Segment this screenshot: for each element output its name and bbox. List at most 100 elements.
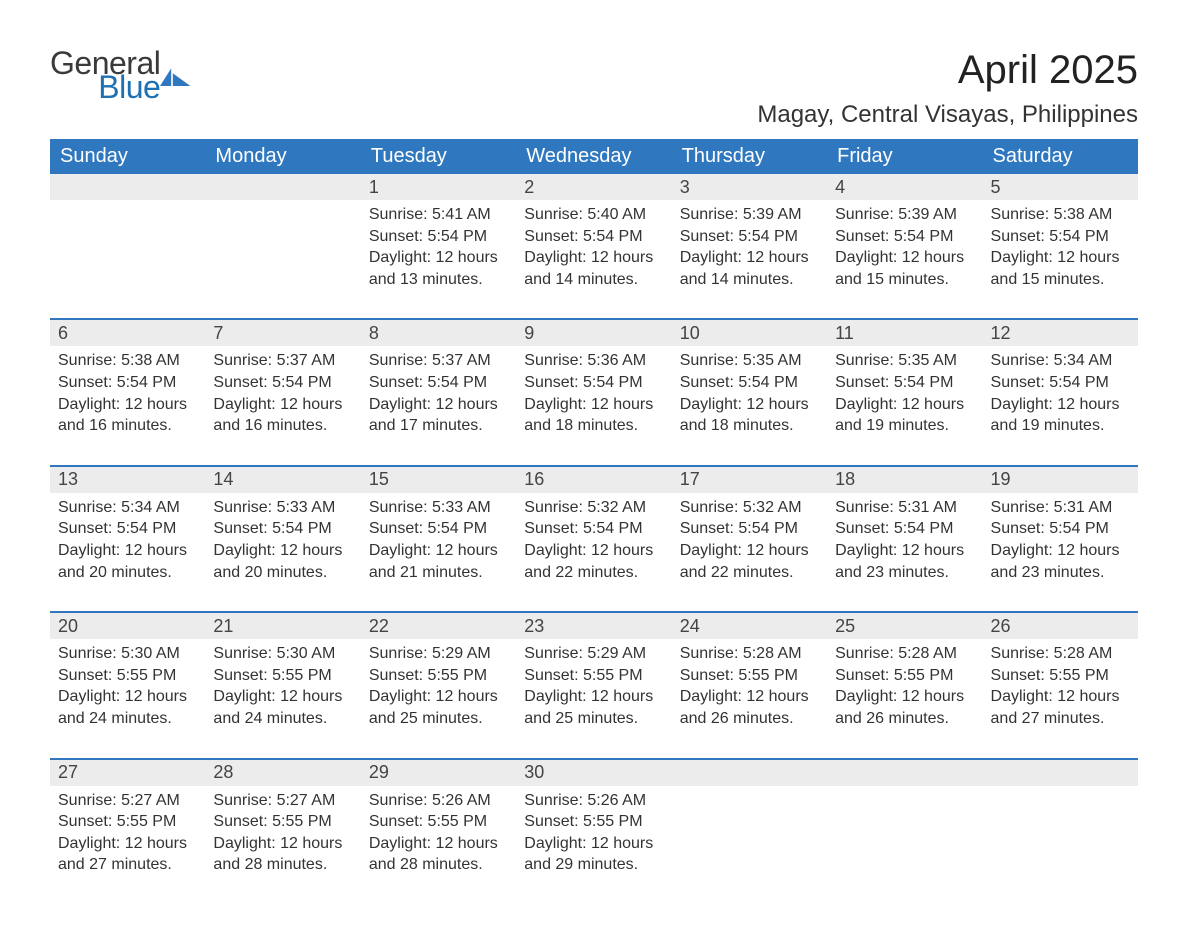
day-content-cell: Sunrise: 5:38 AMSunset: 5:54 PMDaylight:… xyxy=(983,200,1138,319)
day-number-cell: 7 xyxy=(205,320,360,346)
day-number-cell: 25 xyxy=(827,613,982,639)
sunset-text: Sunset: 5:54 PM xyxy=(991,372,1130,394)
daylight-text: and 26 minutes. xyxy=(680,708,819,730)
sunset-text: Sunset: 5:54 PM xyxy=(369,372,508,394)
sunset-text: Sunset: 5:54 PM xyxy=(369,518,508,540)
daylight-text: and 21 minutes. xyxy=(369,562,508,584)
sunset-text: Sunset: 5:54 PM xyxy=(369,226,508,248)
sunset-text: Sunset: 5:55 PM xyxy=(369,811,508,833)
daylight-text: and 14 minutes. xyxy=(524,269,663,291)
day-content-cell: Sunrise: 5:36 AMSunset: 5:54 PMDaylight:… xyxy=(516,346,671,465)
sunset-text: Sunset: 5:55 PM xyxy=(835,665,974,687)
day-number-cell: 22 xyxy=(361,613,516,639)
day-content-cell: Sunrise: 5:29 AMSunset: 5:55 PMDaylight:… xyxy=(516,639,671,758)
sunrise-text: Sunrise: 5:26 AM xyxy=(369,790,508,812)
day-content-cell: Sunrise: 5:26 AMSunset: 5:55 PMDaylight:… xyxy=(516,786,671,904)
weekday-header-row: Sunday Monday Tuesday Wednesday Thursday… xyxy=(50,139,1138,174)
sunrise-text: Sunrise: 5:27 AM xyxy=(58,790,197,812)
day-number-cell: 30 xyxy=(516,760,671,786)
day-number-row: 13141516171819 xyxy=(50,467,1138,493)
sunrise-text: Sunrise: 5:30 AM xyxy=(213,643,352,665)
day-number-cell xyxy=(205,174,360,200)
day-content-cell: Sunrise: 5:28 AMSunset: 5:55 PMDaylight:… xyxy=(827,639,982,758)
weekday-header: Tuesday xyxy=(361,139,516,174)
sunset-text: Sunset: 5:54 PM xyxy=(680,518,819,540)
day-number-cell: 13 xyxy=(50,467,205,493)
location-subtitle: Magay, Central Visayas, Philippines xyxy=(757,101,1138,129)
daylight-text: and 18 minutes. xyxy=(680,415,819,437)
daylight-text: Daylight: 12 hours xyxy=(58,394,197,416)
sunset-text: Sunset: 5:55 PM xyxy=(369,665,508,687)
weekday-header: Friday xyxy=(827,139,982,174)
daylight-text: Daylight: 12 hours xyxy=(369,686,508,708)
sunrise-text: Sunrise: 5:38 AM xyxy=(58,350,197,372)
daylight-text: and 18 minutes. xyxy=(524,415,663,437)
sunrise-text: Sunrise: 5:35 AM xyxy=(835,350,974,372)
daylight-text: Daylight: 12 hours xyxy=(680,394,819,416)
daylight-text: Daylight: 12 hours xyxy=(680,247,819,269)
day-content-cell: Sunrise: 5:37 AMSunset: 5:54 PMDaylight:… xyxy=(205,346,360,465)
day-number-cell: 19 xyxy=(983,467,1138,493)
sunrise-text: Sunrise: 5:35 AM xyxy=(680,350,819,372)
sunset-text: Sunset: 5:55 PM xyxy=(524,665,663,687)
sunset-text: Sunset: 5:54 PM xyxy=(213,372,352,394)
day-number-cell: 24 xyxy=(672,613,827,639)
daylight-text: Daylight: 12 hours xyxy=(524,394,663,416)
day-number-cell: 26 xyxy=(983,613,1138,639)
daylight-text: Daylight: 12 hours xyxy=(680,540,819,562)
daylight-text: Daylight: 12 hours xyxy=(524,833,663,855)
sunset-text: Sunset: 5:54 PM xyxy=(991,226,1130,248)
sunset-text: Sunset: 5:54 PM xyxy=(680,226,819,248)
weekday-header: Thursday xyxy=(672,139,827,174)
day-number-cell: 9 xyxy=(516,320,671,346)
daylight-text: Daylight: 12 hours xyxy=(58,540,197,562)
day-number-cell: 15 xyxy=(361,467,516,493)
day-content-cell: Sunrise: 5:34 AMSunset: 5:54 PMDaylight:… xyxy=(983,346,1138,465)
sunrise-text: Sunrise: 5:39 AM xyxy=(835,204,974,226)
day-content-cell: Sunrise: 5:27 AMSunset: 5:55 PMDaylight:… xyxy=(205,786,360,904)
weekday-header: Wednesday xyxy=(516,139,671,174)
daylight-text: Daylight: 12 hours xyxy=(213,833,352,855)
daylight-text: Daylight: 12 hours xyxy=(991,247,1130,269)
sunrise-text: Sunrise: 5:28 AM xyxy=(991,643,1130,665)
daylight-text: Daylight: 12 hours xyxy=(835,686,974,708)
daylight-text: and 19 minutes. xyxy=(991,415,1130,437)
sunrise-text: Sunrise: 5:31 AM xyxy=(835,497,974,519)
daylight-text: and 28 minutes. xyxy=(213,854,352,876)
daylight-text: and 26 minutes. xyxy=(835,708,974,730)
day-content-cell: Sunrise: 5:33 AMSunset: 5:54 PMDaylight:… xyxy=(361,493,516,612)
daylight-text: and 25 minutes. xyxy=(524,708,663,730)
day-content-cell xyxy=(50,200,205,319)
day-content-cell: Sunrise: 5:30 AMSunset: 5:55 PMDaylight:… xyxy=(50,639,205,758)
sunrise-text: Sunrise: 5:38 AM xyxy=(991,204,1130,226)
daylight-text: Daylight: 12 hours xyxy=(58,833,197,855)
daylight-text: Daylight: 12 hours xyxy=(213,540,352,562)
daylight-text: and 17 minutes. xyxy=(369,415,508,437)
day-content-cell: Sunrise: 5:38 AMSunset: 5:54 PMDaylight:… xyxy=(50,346,205,465)
day-content-cell: Sunrise: 5:31 AMSunset: 5:54 PMDaylight:… xyxy=(983,493,1138,612)
daylight-text: and 23 minutes. xyxy=(835,562,974,584)
day-content-cell xyxy=(827,786,982,904)
sunset-text: Sunset: 5:55 PM xyxy=(524,811,663,833)
daylight-text: Daylight: 12 hours xyxy=(524,686,663,708)
day-content-row: Sunrise: 5:34 AMSunset: 5:54 PMDaylight:… xyxy=(50,493,1138,612)
sunrise-text: Sunrise: 5:32 AM xyxy=(680,497,819,519)
sunrise-text: Sunrise: 5:27 AM xyxy=(213,790,352,812)
daylight-text: and 24 minutes. xyxy=(213,708,352,730)
sunrise-text: Sunrise: 5:40 AM xyxy=(524,204,663,226)
day-content-cell xyxy=(983,786,1138,904)
sunset-text: Sunset: 5:54 PM xyxy=(835,226,974,248)
daylight-text: Daylight: 12 hours xyxy=(524,247,663,269)
day-number-cell: 11 xyxy=(827,320,982,346)
daylight-text: and 15 minutes. xyxy=(991,269,1130,291)
day-content-cell xyxy=(672,786,827,904)
day-content-row: Sunrise: 5:27 AMSunset: 5:55 PMDaylight:… xyxy=(50,786,1138,904)
calendar-table: Sunday Monday Tuesday Wednesday Thursday… xyxy=(50,139,1138,904)
daylight-text: Daylight: 12 hours xyxy=(369,833,508,855)
day-content-row: Sunrise: 5:30 AMSunset: 5:55 PMDaylight:… xyxy=(50,639,1138,758)
day-content-cell: Sunrise: 5:26 AMSunset: 5:55 PMDaylight:… xyxy=(361,786,516,904)
day-number-cell: 4 xyxy=(827,174,982,200)
sunrise-text: Sunrise: 5:32 AM xyxy=(524,497,663,519)
day-number-cell: 20 xyxy=(50,613,205,639)
daylight-text: and 22 minutes. xyxy=(524,562,663,584)
